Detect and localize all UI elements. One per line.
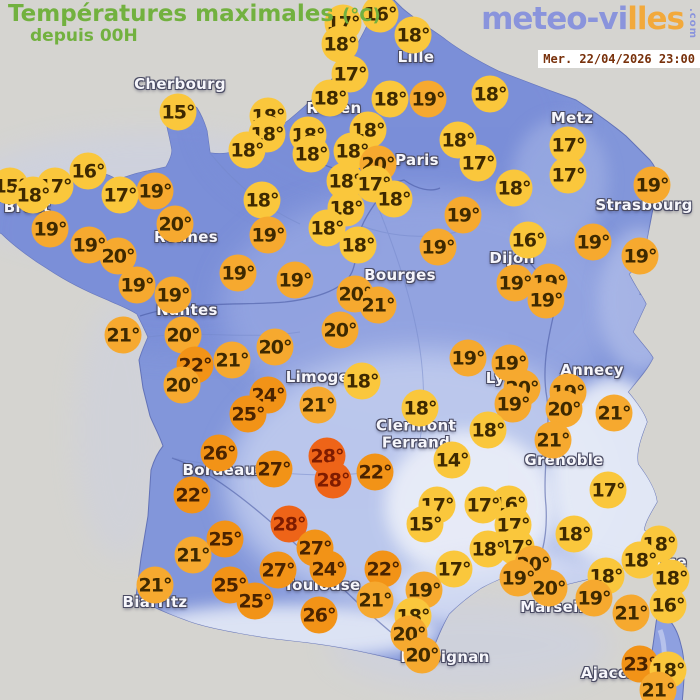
title-text: Températures maximales: [8, 1, 334, 27]
page-title: Températures maximales (°C): [8, 2, 381, 26]
logo-part-orange: lles: [627, 1, 685, 37]
logo-com-suffix: .com: [687, 8, 698, 40]
meteo-villes-logo[interactable]: meteo-villes .com: [481, 1, 698, 40]
page-subtitle: depuis 00H: [30, 26, 138, 47]
logo-part-blue: meteo-vi: [481, 1, 628, 37]
datestamp: Mer. 22/04/2026 23:00: [538, 50, 700, 68]
map-header: Températures maximales (°C) depuis 00H: [8, 2, 381, 46]
title-unit: (°C): [342, 5, 381, 26]
